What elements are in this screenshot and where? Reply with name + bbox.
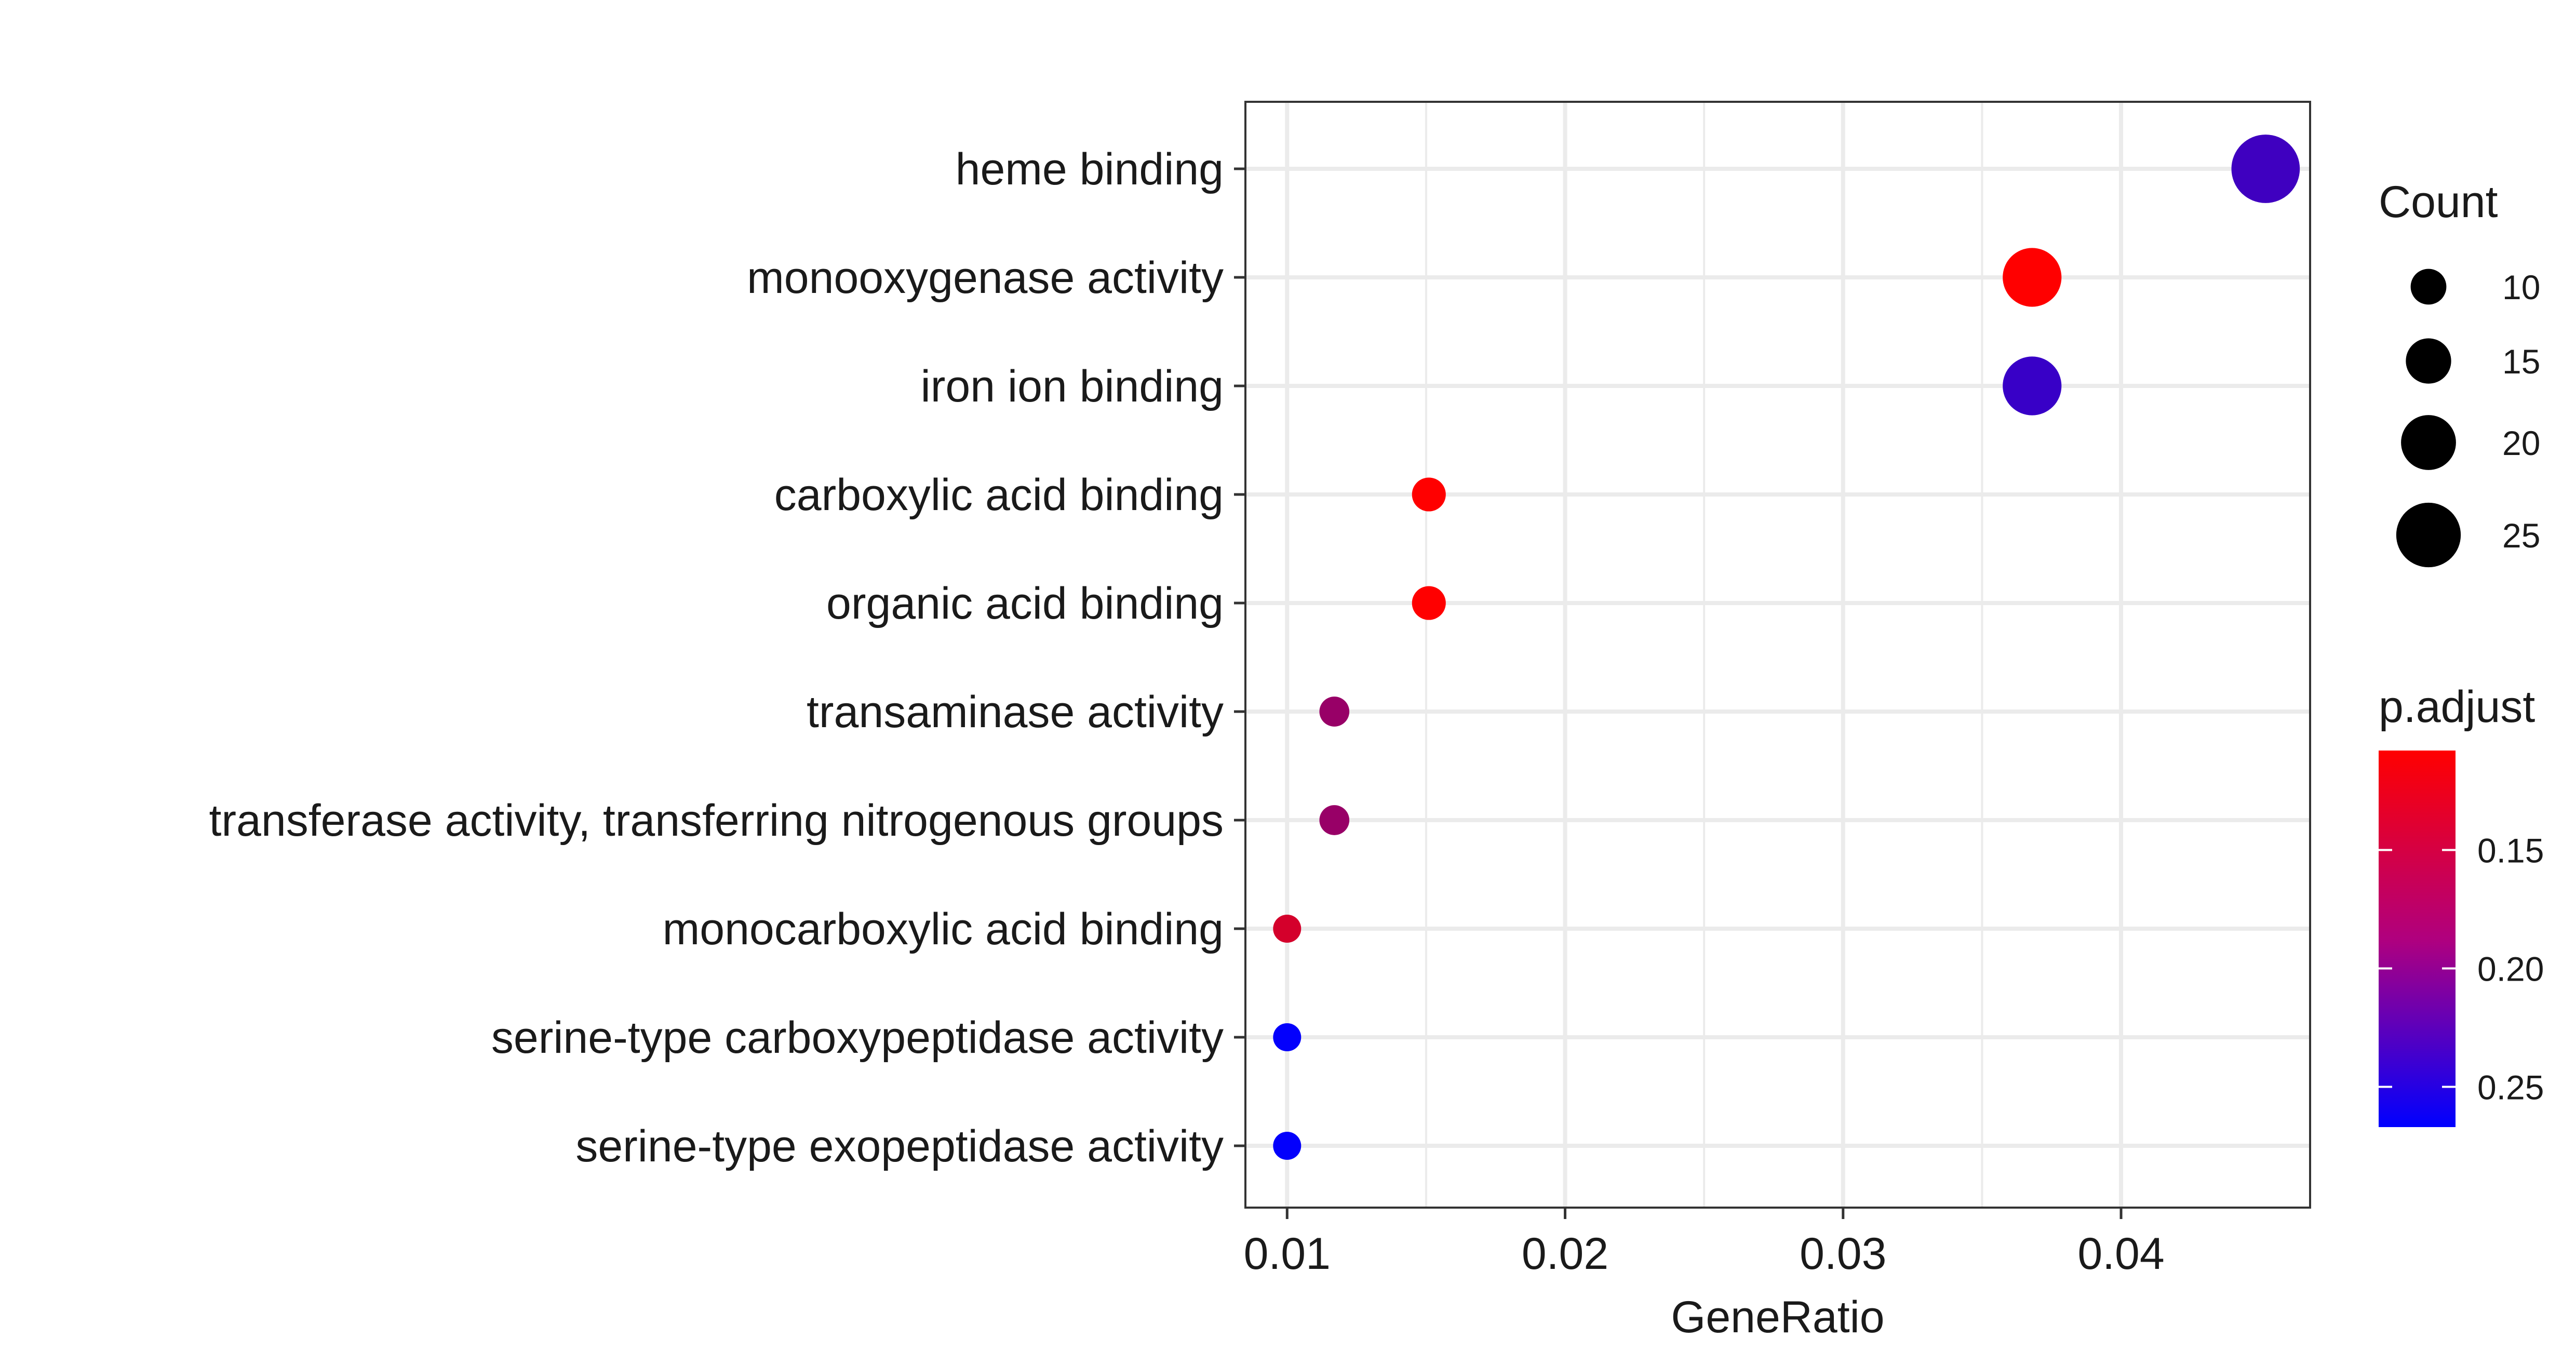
y-category-label: iron ion binding xyxy=(921,362,1224,411)
data-point xyxy=(1412,586,1446,620)
y-category-label: serine-type exopeptidase activity xyxy=(575,1121,1224,1171)
size-legend-label: 15 xyxy=(2502,342,2540,381)
y-category-label: transaminase activity xyxy=(807,687,1224,737)
y-category-label: heme binding xyxy=(956,144,1224,194)
size-legend-key xyxy=(2410,269,2447,305)
data-point xyxy=(1319,697,1350,727)
data-point xyxy=(1273,1132,1302,1160)
data-point xyxy=(1412,477,1446,512)
x-tick-label: 0.01 xyxy=(1244,1229,1331,1279)
x-tick-label: 0.03 xyxy=(1800,1229,1886,1279)
size-legend-key xyxy=(2396,502,2461,568)
x-tick-label: 0.04 xyxy=(2077,1229,2164,1279)
x-axis-title: GeneRatio xyxy=(1671,1292,1884,1342)
data-point xyxy=(1273,1023,1302,1051)
plot-area: heme binding monooxygenase activity iron i… xyxy=(209,101,2311,1342)
data-point xyxy=(1319,805,1350,835)
x-tick-label: 0.02 xyxy=(1522,1229,1608,1279)
data-point xyxy=(2231,135,2300,203)
data-point xyxy=(2003,248,2062,307)
y-category-label: carboxylic acid binding xyxy=(774,470,1224,520)
y-category-label: serine-type carboxypeptidase activity xyxy=(491,1013,1224,1063)
color-legend-label: 0.15 xyxy=(2477,832,2544,870)
size-legend-key xyxy=(2406,338,2451,384)
y-category-label: organic acid binding xyxy=(826,579,1224,628)
color-legend-bar xyxy=(2379,751,2456,1127)
panel-background xyxy=(1245,102,2310,1208)
y-category-label: transferase activity, transferring nitro… xyxy=(209,796,1224,846)
panel-border xyxy=(1244,101,2311,1209)
color-legend-title: p.adjust xyxy=(2379,682,2535,732)
size-legend-key xyxy=(2401,415,2456,470)
size-legend-label: 20 xyxy=(2502,424,2540,462)
y-category-label: monocarboxylic acid binding xyxy=(663,904,1224,954)
data-point xyxy=(1273,915,1302,943)
y-category-label: monooxygenase activity xyxy=(747,253,1224,303)
size-legend-label: 25 xyxy=(2502,516,2540,555)
data-point xyxy=(2003,356,2062,416)
size-legend-title: Count xyxy=(2379,177,2498,227)
size-legend-label: 10 xyxy=(2502,268,2540,306)
color-legend: p.adjust 0.15 0.20 0.25 xyxy=(2379,682,2544,1127)
color-legend-label: 0.20 xyxy=(2477,949,2544,988)
size-legend: Count 10 15 20 25 xyxy=(2379,177,2540,568)
color-legend-label: 0.25 xyxy=(2477,1068,2544,1106)
